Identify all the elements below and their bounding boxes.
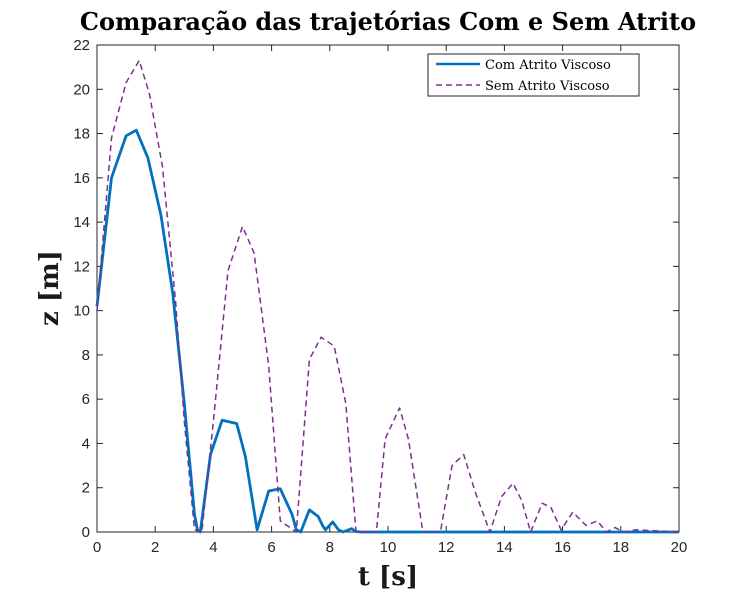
y-tick-label: 4 xyxy=(82,435,90,452)
y-axis-label: z [m] xyxy=(35,250,65,326)
plot-area xyxy=(96,44,680,533)
y-tick-label: 10 xyxy=(73,303,90,320)
y-tick-label: 20 xyxy=(73,81,90,98)
x-tick-label: 0 xyxy=(93,539,101,556)
series-line-com-atrito xyxy=(95,128,679,534)
y-tick-label: 0 xyxy=(82,524,90,541)
series-line-sem-atrito xyxy=(96,59,680,533)
x-tick-label: 6 xyxy=(267,539,275,556)
x-tick-label: 10 xyxy=(380,539,397,556)
y-tick-label: 8 xyxy=(82,347,90,364)
x-axis-ticks: 0 2 4 6 8 10 12 14 16 18 20 xyxy=(93,45,688,556)
x-tick-label: 12 xyxy=(438,539,455,556)
x-tick-label: 2 xyxy=(151,539,159,556)
y-tick-label: 14 xyxy=(73,214,90,231)
series-layer xyxy=(95,59,680,534)
chart-title: Comparação das trajetórias Com e Sem Atr… xyxy=(80,7,696,36)
x-tick-label: 4 xyxy=(209,539,217,556)
legend: Com Atrito Viscoso Sem Atrito Viscoso xyxy=(427,53,640,97)
y-tick-label: 12 xyxy=(73,258,90,275)
x-tick-label: 8 xyxy=(326,539,334,556)
legend-label-sem-atrito: Sem Atrito Viscoso xyxy=(485,79,610,94)
y-axis-ticks: 0 2 4 6 8 10 12 14 16 18 20 22 xyxy=(73,37,679,541)
x-tick-label: 20 xyxy=(671,539,688,556)
y-tick-label: 18 xyxy=(73,126,90,143)
y-tick-label: 16 xyxy=(73,170,90,187)
y-tick-label: 22 xyxy=(73,37,90,54)
x-tick-label: 18 xyxy=(612,539,629,556)
legend-label-com-atrito: Com Atrito Viscoso xyxy=(485,58,611,73)
x-tick-label: 14 xyxy=(496,539,513,556)
x-axis-label: t [s] xyxy=(358,562,418,592)
legend-box xyxy=(427,53,640,97)
y-tick-label: 2 xyxy=(82,480,90,497)
y-tick-label: 6 xyxy=(82,391,90,408)
x-tick-label: 16 xyxy=(554,539,571,556)
